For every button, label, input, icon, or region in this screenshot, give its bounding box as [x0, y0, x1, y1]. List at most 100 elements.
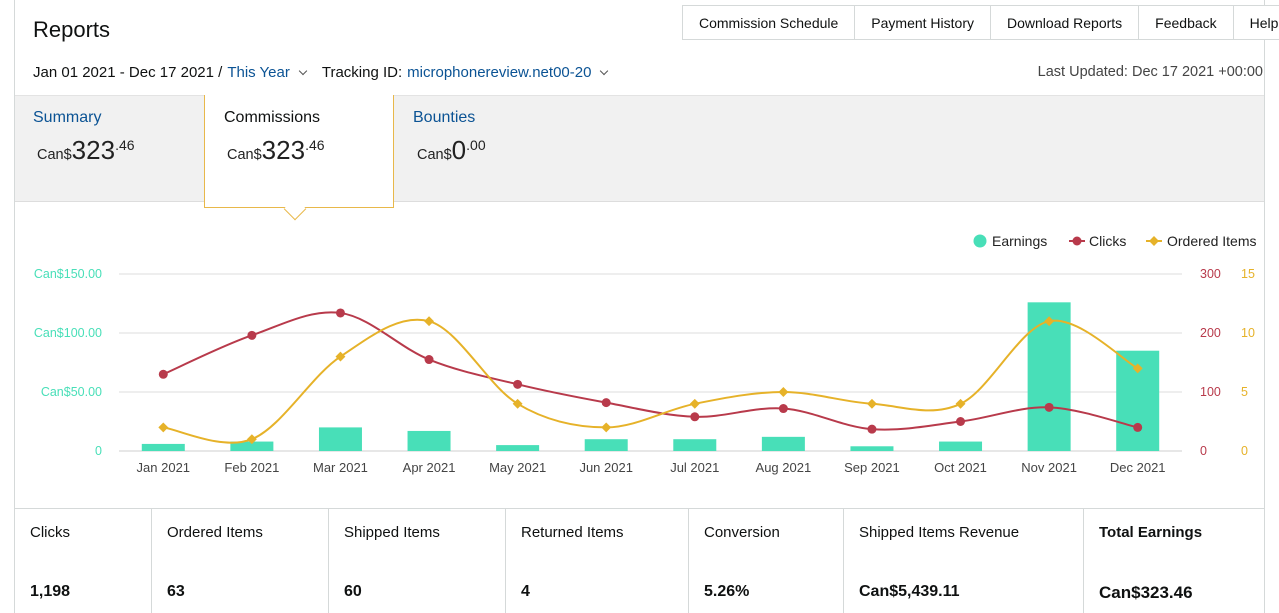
tab-bounties[interactable]: Bounties Can$0.00 — [413, 95, 573, 202]
clicks-point — [690, 412, 700, 422]
clicks-point — [956, 417, 966, 426]
stat-ordered-items: Ordered Items 63 — [152, 509, 329, 613]
amount-decimal: .00 — [466, 137, 486, 153]
tab-bounties-label: Bounties — [413, 109, 476, 126]
y-right-clicks-tick: 100 — [1200, 385, 1221, 399]
clicks-point — [247, 330, 257, 340]
commission-schedule-button[interactable]: Commission Schedule — [683, 6, 856, 39]
tab-summary-value: Can$323.46 — [37, 135, 135, 166]
clicks-point — [601, 398, 611, 408]
amount-whole: 323 — [71, 135, 116, 165]
tab-commissions[interactable]: Commissions Can$323.46 — [204, 95, 394, 208]
ordered-items-point — [1044, 316, 1055, 327]
stat-value: 5.26% — [704, 583, 750, 600]
clicks-point — [867, 424, 877, 434]
stat-returned-items: Returned Items 4 — [506, 509, 689, 613]
stat-label: Shipped Items Revenue — [859, 524, 1020, 541]
x-tick-label: Sep 2021 — [844, 460, 900, 475]
stat-conversion: Conversion 5.26% — [689, 509, 844, 613]
ordered-items-point — [867, 398, 877, 409]
stat-value: Can$323.46 — [1099, 583, 1193, 602]
stat-label: Conversion — [704, 524, 780, 541]
ordered-items-point — [955, 398, 966, 409]
clicks-point — [158, 369, 168, 379]
y-left-tick: Can$150.00 — [34, 267, 102, 281]
tab-summary-label: Summary — [33, 109, 102, 126]
tab-summary[interactable]: Summary Can$323.46 — [33, 95, 193, 202]
payment-history-button[interactable]: Payment History — [855, 6, 991, 39]
stats-summary: Clicks 1,198 Ordered Items 63 Shipped It… — [15, 508, 1264, 613]
y-right-items-tick: 0 — [1241, 444, 1248, 458]
y-left-tick: Can$50.00 — [41, 385, 102, 399]
earnings-bar — [939, 441, 983, 451]
x-tick-label: Feb 2021 — [224, 460, 279, 475]
y-right-items-tick: 15 — [1241, 267, 1255, 281]
legend-ordered-items-label: Ordered Items — [1167, 233, 1256, 249]
y-right-clicks-tick: 300 — [1200, 267, 1221, 281]
clicks-point — [335, 308, 345, 318]
legend-earnings-label: Earnings — [992, 233, 1047, 249]
amount-decimal: .46 — [305, 137, 325, 153]
legend-ordered-items-marker — [1149, 236, 1159, 246]
ordered-items-point — [512, 398, 523, 409]
stat-value: Can$5,439.11 — [859, 583, 960, 600]
page-frame-right — [1264, 0, 1265, 613]
earnings-bar — [230, 441, 274, 451]
y-right-items-tick: 5 — [1241, 385, 1248, 399]
earnings-bar — [673, 439, 717, 451]
amount-decimal: .46 — [115, 137, 135, 153]
stat-clicks: Clicks 1,198 — [15, 509, 152, 613]
x-tick-label: Mar 2021 — [313, 460, 368, 475]
legend-earnings-marker — [973, 234, 987, 248]
stat-label: Ordered Items — [167, 524, 263, 541]
earnings-bar — [318, 427, 362, 451]
stat-label: Clicks — [30, 524, 70, 541]
tracking-id-label: Tracking ID: — [321, 64, 403, 81]
tab-band — [15, 95, 1264, 202]
y-left-tick: Can$100.00 — [34, 326, 102, 340]
y-left-tick: 0 — [95, 444, 102, 458]
date-range: Jan 01 2021 - Dec 17 2021 / — [33, 64, 223, 81]
currency-label: Can$ — [417, 147, 452, 163]
report-filters: Jan 01 2021 - Dec 17 2021 / This Year Tr… — [33, 64, 615, 81]
download-reports-button[interactable]: Download Reports — [991, 6, 1140, 39]
last-updated: Last Updated: Dec 17 2021 +00:00 — [1037, 64, 1263, 80]
x-tick-label: Nov 2021 — [1021, 460, 1077, 475]
y-right-clicks-tick: 200 — [1200, 326, 1221, 340]
clicks-line — [162, 311, 1138, 431]
stat-value: 63 — [167, 583, 185, 600]
earnings-bar — [761, 436, 805, 451]
tab-bounties-value: Can$0.00 — [417, 135, 486, 166]
chevron-down-icon[interactable] — [298, 66, 308, 76]
earnings-bar — [496, 445, 540, 451]
amount-whole: 323 — [261, 135, 306, 165]
earnings-bar — [141, 443, 185, 451]
x-tick-label: Aug 2021 — [756, 460, 812, 475]
ordered-items-point — [689, 398, 700, 409]
x-tick-label: Dec 2021 — [1110, 460, 1166, 475]
y-right-items-tick: 10 — [1241, 326, 1255, 340]
clicks-point — [513, 379, 523, 389]
x-tick-label: Jul 2021 — [670, 460, 719, 475]
x-tick-label: Apr 2021 — [403, 460, 456, 475]
ordered-items-line — [163, 318, 1139, 444]
amount-whole: 0 — [451, 135, 467, 165]
stat-shipped-items: Shipped Items 60 — [329, 509, 506, 613]
x-tick-label: Oct 2021 — [934, 460, 987, 475]
earnings-bar — [584, 439, 628, 451]
x-tick-label: May 2021 — [489, 460, 546, 475]
clicks-point — [1044, 402, 1054, 412]
clicks-point — [424, 355, 434, 365]
ordered-items-point — [424, 316, 434, 327]
chevron-down-icon[interactable] — [600, 66, 609, 76]
help-button[interactable]: Help — [1234, 6, 1279, 39]
stat-shipped-items-revenue: Shipped Items Revenue Can$5,439.11 — [844, 509, 1084, 613]
page-frame-left — [14, 0, 15, 613]
feedback-button[interactable]: Feedback — [1139, 6, 1234, 39]
period-dropdown[interactable]: This Year — [227, 64, 290, 81]
stat-label: Total Earnings — [1099, 524, 1203, 541]
x-tick-label: Jun 2021 — [579, 460, 633, 475]
tracking-id-dropdown[interactable]: microphonereview.net00-20 — [407, 64, 592, 81]
x-tick-label: Jan 2021 — [137, 460, 191, 475]
legend-clicks-label: Clicks — [1089, 233, 1126, 249]
